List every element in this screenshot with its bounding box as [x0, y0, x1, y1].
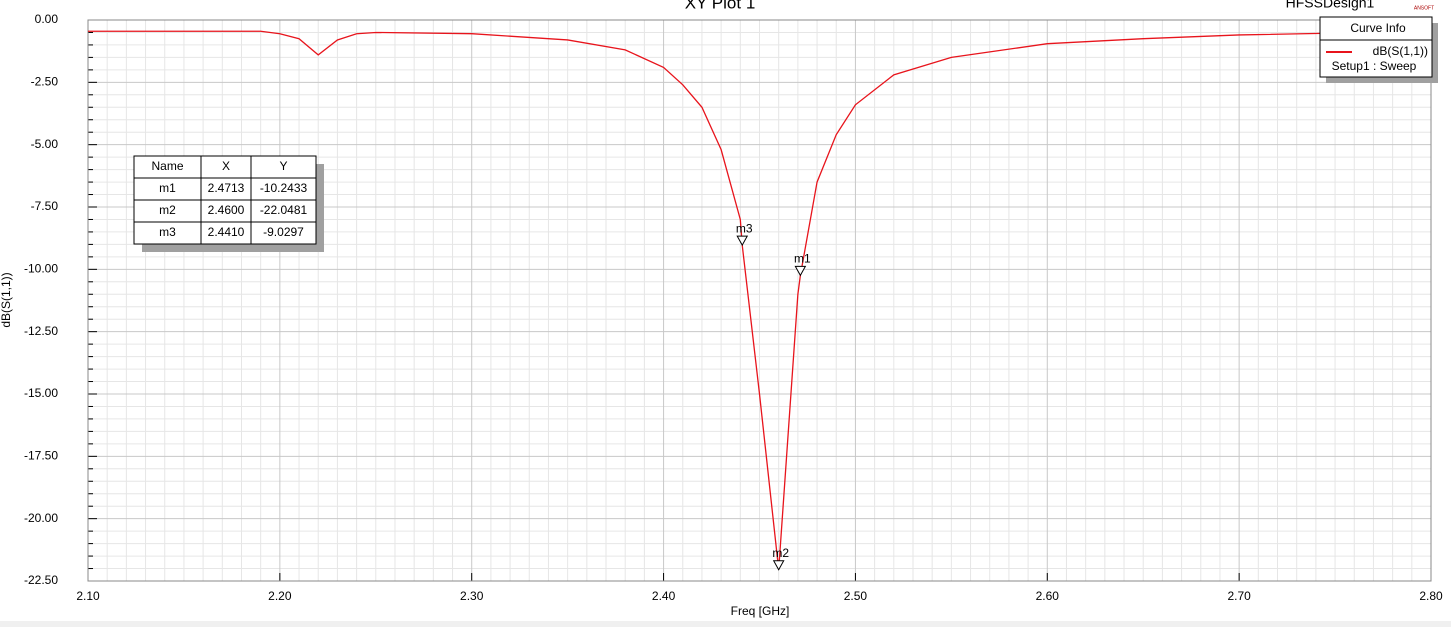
x-tick-label: 2.30 [460, 589, 484, 603]
table-cell: -10.2433 [260, 181, 308, 195]
marker [772, 560, 785, 571]
y-tick-label: -20.00 [24, 511, 58, 525]
table-cell: -22.0481 [260, 203, 308, 217]
y-tick-label: -15.00 [24, 386, 58, 400]
x-tick-label: 2.80 [1419, 589, 1443, 603]
table-header: X [222, 159, 230, 173]
legend-entry: dB(S(1,1)) [1373, 44, 1428, 58]
design-name: HFSSDesign1 [1286, 0, 1375, 11]
x-tick-label: 2.60 [1036, 589, 1060, 603]
table-cell: m1 [159, 181, 176, 195]
y-tick-label: -10.00 [24, 262, 58, 276]
logo: ANSOFT [1414, 5, 1434, 11]
table-cell: 2.4410 [208, 225, 245, 239]
table-cell: 2.4600 [208, 203, 245, 217]
y-tick-label: -5.00 [31, 137, 59, 151]
y-tick-label: -22.50 [24, 573, 58, 587]
x-tick-label: 2.50 [844, 589, 868, 603]
chart-title: XY Plot 1 [685, 0, 756, 12]
table-cell: m3 [159, 225, 176, 239]
table-cell: m2 [159, 203, 176, 217]
x-tick-label: 2.20 [268, 589, 292, 603]
plot-frame [87, 19, 1432, 582]
x-tick-label: 2.40 [652, 589, 676, 603]
x-axis-label: Freq [GHz] [731, 604, 790, 618]
marker-label: m3 [736, 221, 753, 235]
marker-label: m2 [772, 546, 789, 560]
y-tick-label: 0.00 [35, 12, 59, 26]
table-cell: -9.0297 [263, 225, 304, 239]
table-header: Name [151, 159, 183, 173]
y-axis-label: dB(S(1,1)) [0, 272, 13, 327]
legend-setup: Setup1 : Sweep [1332, 59, 1417, 73]
legend-title: Curve Info [1350, 21, 1406, 35]
marker [794, 265, 807, 277]
table-cell: 2.4713 [208, 181, 245, 195]
marker [736, 235, 749, 247]
x-tick-label: 2.10 [76, 589, 100, 603]
y-tick-label: -17.50 [24, 449, 58, 463]
y-tick-label: -12.50 [24, 324, 58, 338]
curve [88, 30, 1432, 570]
table-header: Y [279, 159, 287, 173]
y-tick-label: -2.50 [31, 75, 59, 89]
marker-label: m1 [794, 252, 811, 266]
legend [1319, 16, 1433, 78]
y-tick-label: -7.50 [31, 199, 59, 213]
bottom-strip [0, 621, 1451, 627]
x-tick-label: 2.70 [1227, 589, 1251, 603]
